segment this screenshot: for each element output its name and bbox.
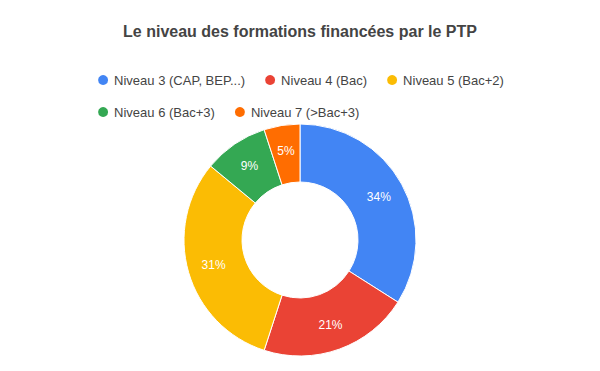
svg-text:Le niveau des formations finan: Le niveau des formations financées par l…	[123, 23, 477, 40]
svg-text:21%: 21%	[318, 318, 342, 332]
svg-text:31%: 31%	[202, 258, 226, 272]
svg-text:34%: 34%	[367, 190, 391, 204]
svg-text:5%: 5%	[277, 144, 295, 158]
svg-text:Niveau 4 (Bac): Niveau 4 (Bac)	[281, 73, 367, 88]
svg-text:9%: 9%	[241, 159, 259, 173]
svg-text:Niveau 6 (Bac+3): Niveau 6 (Bac+3)	[114, 105, 215, 120]
svg-text:Niveau 3 (CAP, BEP...): Niveau 3 (CAP, BEP...)	[114, 73, 245, 88]
svg-text:Niveau 7 (>Bac+3): Niveau 7 (>Bac+3)	[251, 105, 359, 120]
svg-text:Niveau 5 (Bac+2): Niveau 5 (Bac+2)	[403, 73, 504, 88]
